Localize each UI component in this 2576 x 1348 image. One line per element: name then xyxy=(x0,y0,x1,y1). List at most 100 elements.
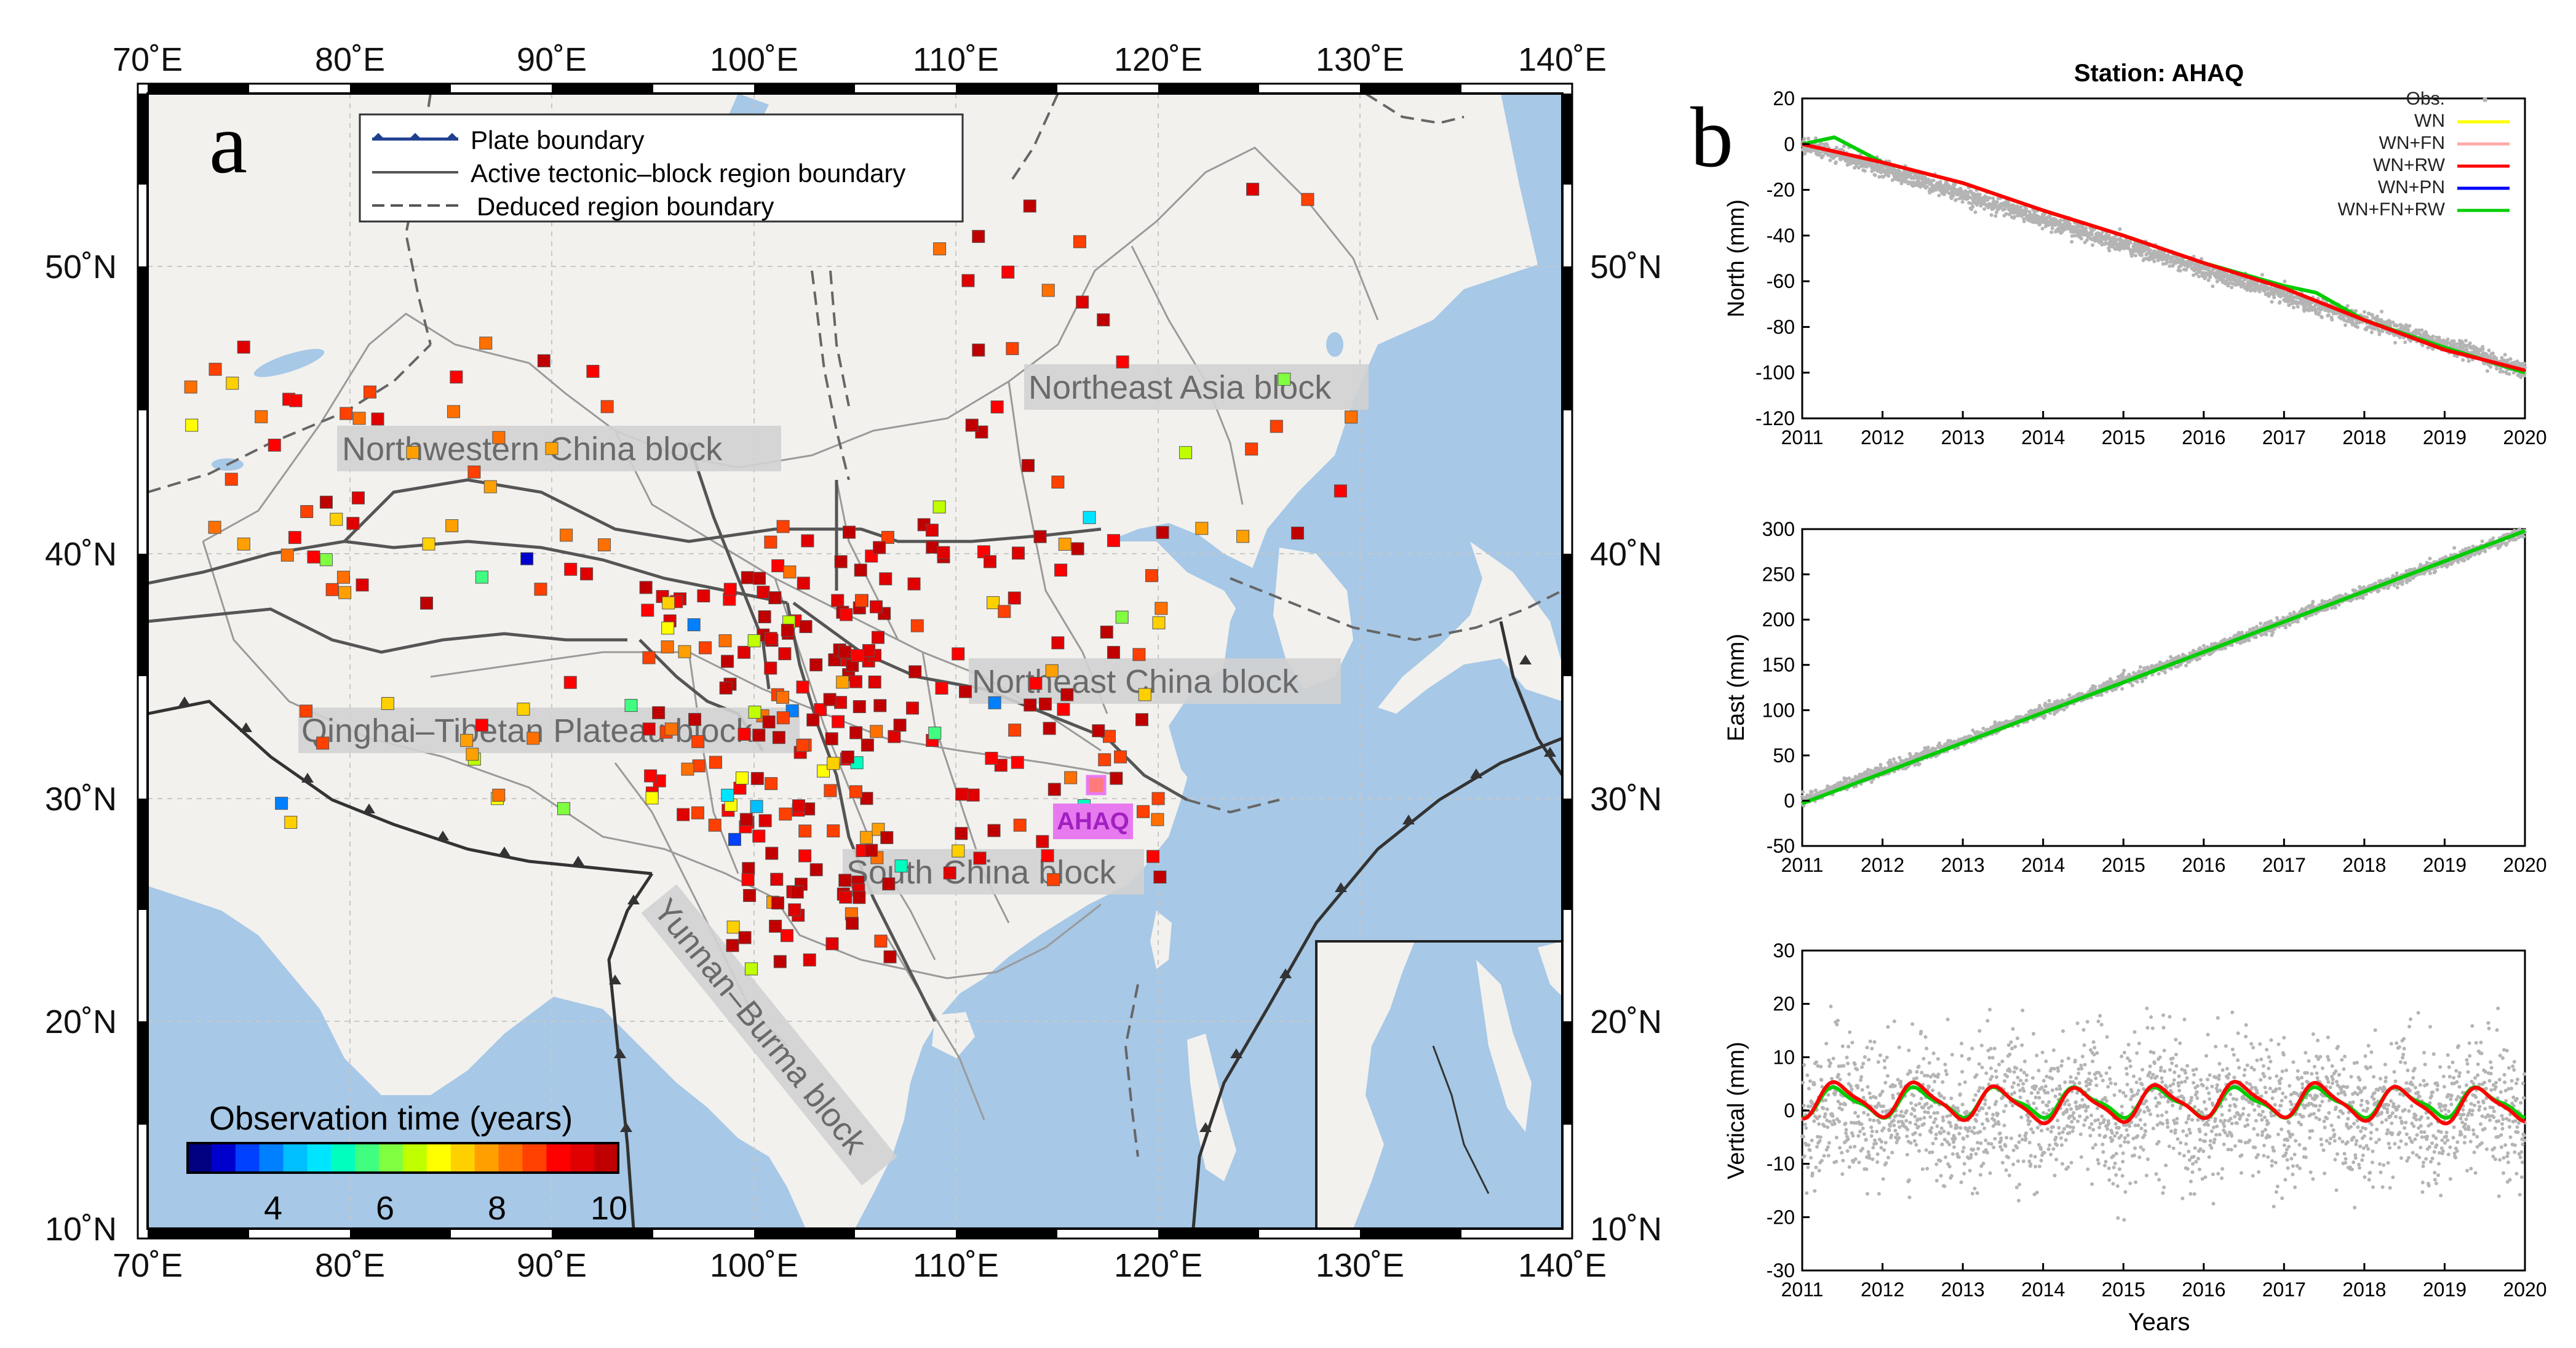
lat-label: 10˚N xyxy=(45,1211,117,1248)
station-marker xyxy=(758,814,772,828)
obs-point xyxy=(2311,600,2315,604)
station-marker xyxy=(798,824,812,838)
station-marker xyxy=(827,824,840,838)
station-marker xyxy=(708,818,722,832)
obs-point xyxy=(1953,182,1957,186)
station-marker xyxy=(1334,484,1347,498)
station-marker xyxy=(809,658,823,672)
obs-point xyxy=(2330,317,2334,322)
obs-point xyxy=(1973,210,1978,214)
station-marker xyxy=(1023,199,1036,213)
lon-label: 100˚E xyxy=(710,41,798,78)
obs-point xyxy=(2508,357,2513,361)
obs-point xyxy=(2084,226,2088,230)
lat-label: 50˚N xyxy=(1590,249,1662,285)
obs-point xyxy=(1960,200,1965,204)
station-marker xyxy=(743,888,757,902)
obs-point xyxy=(1928,191,1932,195)
station-marker xyxy=(1116,355,1129,369)
obs-point xyxy=(2230,285,2234,290)
station-marker xyxy=(771,896,784,910)
obs-point xyxy=(2242,282,2246,286)
obs-point xyxy=(2446,337,2450,341)
station-marker xyxy=(726,939,739,952)
panel-a-label: a xyxy=(209,96,247,191)
station-marker xyxy=(721,655,734,668)
colorbar-swatch xyxy=(259,1143,284,1173)
station-marker xyxy=(1110,772,1123,785)
station-marker xyxy=(796,738,809,752)
station-marker xyxy=(933,242,947,255)
station-marker xyxy=(1071,542,1084,556)
station-marker xyxy=(642,722,656,736)
station-marker xyxy=(1036,835,1049,848)
map-panel: 70˚E 80˚E 90˚E 100˚E 110˚E 120˚E 130˚E 1… xyxy=(45,41,1662,1284)
station-marker xyxy=(300,505,314,519)
ahaq-station: AHAQ xyxy=(1053,775,1133,839)
obs-point xyxy=(1925,185,1930,189)
station-marker xyxy=(846,917,859,930)
station-marker xyxy=(778,647,792,661)
obs-point xyxy=(2503,353,2507,357)
lon-label: 130˚E xyxy=(1316,1247,1404,1284)
obs-point xyxy=(2254,635,2258,639)
plate-barb xyxy=(498,847,511,856)
station-marker xyxy=(853,700,866,714)
station-marker xyxy=(580,567,594,581)
station-marker xyxy=(1236,530,1250,543)
obs-point xyxy=(2522,361,2526,365)
lon-label: 140˚E xyxy=(1518,41,1607,78)
lon-label: 130˚E xyxy=(1316,41,1404,78)
obs-point xyxy=(2107,233,2111,237)
station-marker xyxy=(975,425,988,439)
station-marker xyxy=(406,445,419,459)
obs-point xyxy=(2050,226,2054,231)
obs-point xyxy=(2365,315,2369,319)
station-marker xyxy=(862,644,876,657)
colorbar-swatch xyxy=(307,1143,332,1173)
obs-point xyxy=(1819,142,1823,146)
x-tick-label: 2014 xyxy=(2021,426,2065,449)
obs-point xyxy=(2354,309,2358,313)
colorbar: Observation time (years) 4 6 8 10 xyxy=(186,1100,627,1227)
station-marker xyxy=(1151,813,1164,826)
obs-point xyxy=(2206,278,2211,282)
obs-point xyxy=(2257,289,2262,293)
station-marker xyxy=(661,621,675,635)
obs-point xyxy=(2203,275,2208,279)
obs-point xyxy=(2184,663,2188,668)
station-marker xyxy=(718,634,732,647)
obs-point xyxy=(1801,790,1805,794)
colorbar-swatch xyxy=(450,1143,475,1173)
obs-point xyxy=(2019,205,2023,209)
obs-point xyxy=(1971,205,1975,209)
obs-point xyxy=(2142,257,2147,261)
station-marker xyxy=(764,632,777,645)
station-marker xyxy=(801,534,814,548)
obs-point xyxy=(2197,656,2201,661)
station-marker xyxy=(677,808,690,821)
frame-tick xyxy=(754,1229,855,1238)
station-marker xyxy=(1145,569,1158,583)
station-marker xyxy=(973,851,987,865)
station-marker xyxy=(1011,756,1024,769)
station-marker xyxy=(750,800,763,813)
station-marker xyxy=(768,591,782,605)
frame-tick xyxy=(1562,799,1572,910)
obs-point xyxy=(2139,253,2144,257)
bohai-sea xyxy=(1107,523,1279,800)
station-marker xyxy=(475,719,488,732)
obs-point xyxy=(2141,679,2145,684)
obs-point xyxy=(2149,248,2153,252)
station-marker xyxy=(661,640,674,653)
obs-point xyxy=(2107,249,2112,253)
obs-point xyxy=(1937,193,1941,197)
lon-labels-bottom: 70˚E 80˚E 90˚E 100˚E 110˚E 120˚E 130˚E 1… xyxy=(113,1247,1607,1284)
frame-tick xyxy=(1562,266,1572,410)
obs-point xyxy=(1995,200,1999,204)
obs-point xyxy=(2481,347,2485,351)
colorbar-swatch xyxy=(379,1143,403,1173)
station-marker xyxy=(961,274,975,287)
station-marker xyxy=(284,816,298,829)
